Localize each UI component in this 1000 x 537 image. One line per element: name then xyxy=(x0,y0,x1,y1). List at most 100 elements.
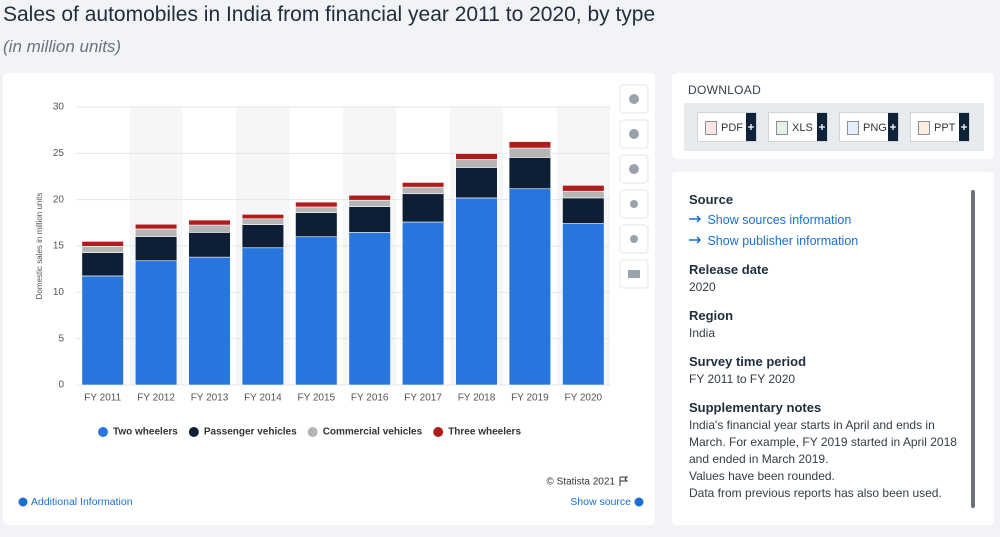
download-button[interactable]: PDF xyxy=(697,112,757,142)
plus xyxy=(959,113,969,141)
icon xyxy=(630,200,638,208)
bar-segment xyxy=(401,193,445,223)
icon xyxy=(629,129,639,139)
plus xyxy=(888,113,898,141)
bar-segment xyxy=(455,153,498,160)
source-link[interactable]: Show publisher information xyxy=(689,232,959,250)
y-tick-label: 30 xyxy=(53,102,65,113)
bar-segment xyxy=(455,167,498,199)
notes: India's financial year starts in April a… xyxy=(689,417,959,502)
button-label: PNG xyxy=(863,122,887,134)
bar-segment xyxy=(134,236,178,262)
bar-segment xyxy=(81,245,124,253)
x-tick-label: FY 2018 xyxy=(458,393,496,404)
link-text[interactable]: Show sources information xyxy=(707,213,852,227)
arrow-icon xyxy=(689,215,702,223)
bar-segment xyxy=(401,186,445,195)
download-button[interactable]: PPT xyxy=(910,112,970,142)
bar-segment xyxy=(562,185,605,192)
download-title: DOWNLOAD xyxy=(688,83,762,97)
y-tick-label: 15 xyxy=(53,241,65,252)
bar-segment xyxy=(348,206,391,233)
bar-segment xyxy=(348,199,391,207)
bar-segment xyxy=(295,236,338,386)
bar-segment xyxy=(81,252,124,277)
bar-segment xyxy=(241,224,285,249)
bar-segment xyxy=(401,221,445,386)
button-label: PPT xyxy=(934,122,956,134)
x-tick-label: FY 2012 xyxy=(137,393,175,404)
bar-segment xyxy=(508,157,552,190)
subtitle: (in million units) xyxy=(3,37,122,56)
x-tick-label: FY 2014 xyxy=(244,393,282,404)
bar-segment xyxy=(508,147,552,158)
legend-swatch xyxy=(188,427,199,437)
scrollbar[interactable] xyxy=(971,190,975,508)
file-icon xyxy=(705,121,717,135)
bar-segment xyxy=(188,224,231,233)
y-tick-label: 5 xyxy=(58,333,64,344)
credit: © Statista 2021 xyxy=(546,477,615,488)
bar-segment xyxy=(81,241,124,247)
additional-info[interactable]: Additional Information xyxy=(31,496,133,508)
bar-segment xyxy=(188,232,231,258)
show-source[interactable]: Show source xyxy=(570,496,631,508)
y-tick-label: 10 xyxy=(53,287,65,298)
link-text[interactable]: Show publisher information xyxy=(707,234,859,248)
button-label: PDF xyxy=(721,122,743,134)
icon xyxy=(630,235,638,243)
bar-segment xyxy=(348,194,391,201)
y-tick-label: 25 xyxy=(53,148,65,159)
chart: © Statista 2021 Additional Information S… xyxy=(18,84,649,508)
bar-segment xyxy=(455,197,498,386)
bar-segment xyxy=(134,260,178,386)
title: Sales of automobiles in India from finan… xyxy=(3,3,656,26)
bar-segment xyxy=(295,206,338,213)
icon xyxy=(629,164,639,174)
release: 2020 xyxy=(689,280,716,294)
region: India xyxy=(689,326,716,340)
bar-segment xyxy=(295,201,338,208)
bar-segment xyxy=(188,219,231,226)
x-tick-label: FY 2015 xyxy=(297,393,335,404)
bar-segment xyxy=(455,159,498,168)
download-button[interactable]: PNG xyxy=(839,112,899,142)
bar-segment xyxy=(134,228,178,237)
bar-segment xyxy=(81,275,124,386)
bar-segment xyxy=(295,212,338,238)
bar-segment xyxy=(508,141,552,149)
file-icon xyxy=(776,121,788,135)
bar-segment xyxy=(508,188,552,386)
plus xyxy=(817,113,827,141)
x-tick-label: FY 2019 xyxy=(511,393,549,404)
info-card xyxy=(672,172,994,525)
info-icon xyxy=(634,497,644,507)
bar-segment xyxy=(241,218,285,225)
plus-icon xyxy=(961,124,967,130)
bar-segment xyxy=(562,197,605,224)
bar-segment xyxy=(348,232,391,386)
period: FY 2011 to FY 2020 xyxy=(689,372,796,386)
period-title: Survey time period xyxy=(689,354,807,369)
bar-segment xyxy=(241,247,285,386)
legend-label: Passenger vehicles xyxy=(204,427,297,438)
arrow-icon xyxy=(689,236,702,244)
plus-icon xyxy=(890,124,896,130)
bar-segment xyxy=(401,182,445,188)
note: Data from previous reports has also been… xyxy=(689,486,942,500)
flag-icon xyxy=(619,476,629,486)
region-title: Region xyxy=(689,308,734,323)
x-tick-label: FY 2017 xyxy=(404,393,442,404)
y-tick-label: 20 xyxy=(53,194,65,205)
info-panel: Source Show sources information Show pub… xyxy=(689,192,959,502)
legend-label: Commercial vehicles xyxy=(323,427,423,438)
y-axis-label: Domestic sales in million units xyxy=(35,193,44,300)
plus-icon xyxy=(748,124,754,130)
button-label: XLS xyxy=(792,122,813,134)
legend-swatch xyxy=(433,427,444,437)
source-link[interactable]: Show sources information xyxy=(689,211,959,229)
download-button[interactable]: XLS xyxy=(768,112,828,142)
chart-card: © Statista 2021 Additional Information S… xyxy=(3,73,655,525)
legend-swatch xyxy=(307,427,318,437)
